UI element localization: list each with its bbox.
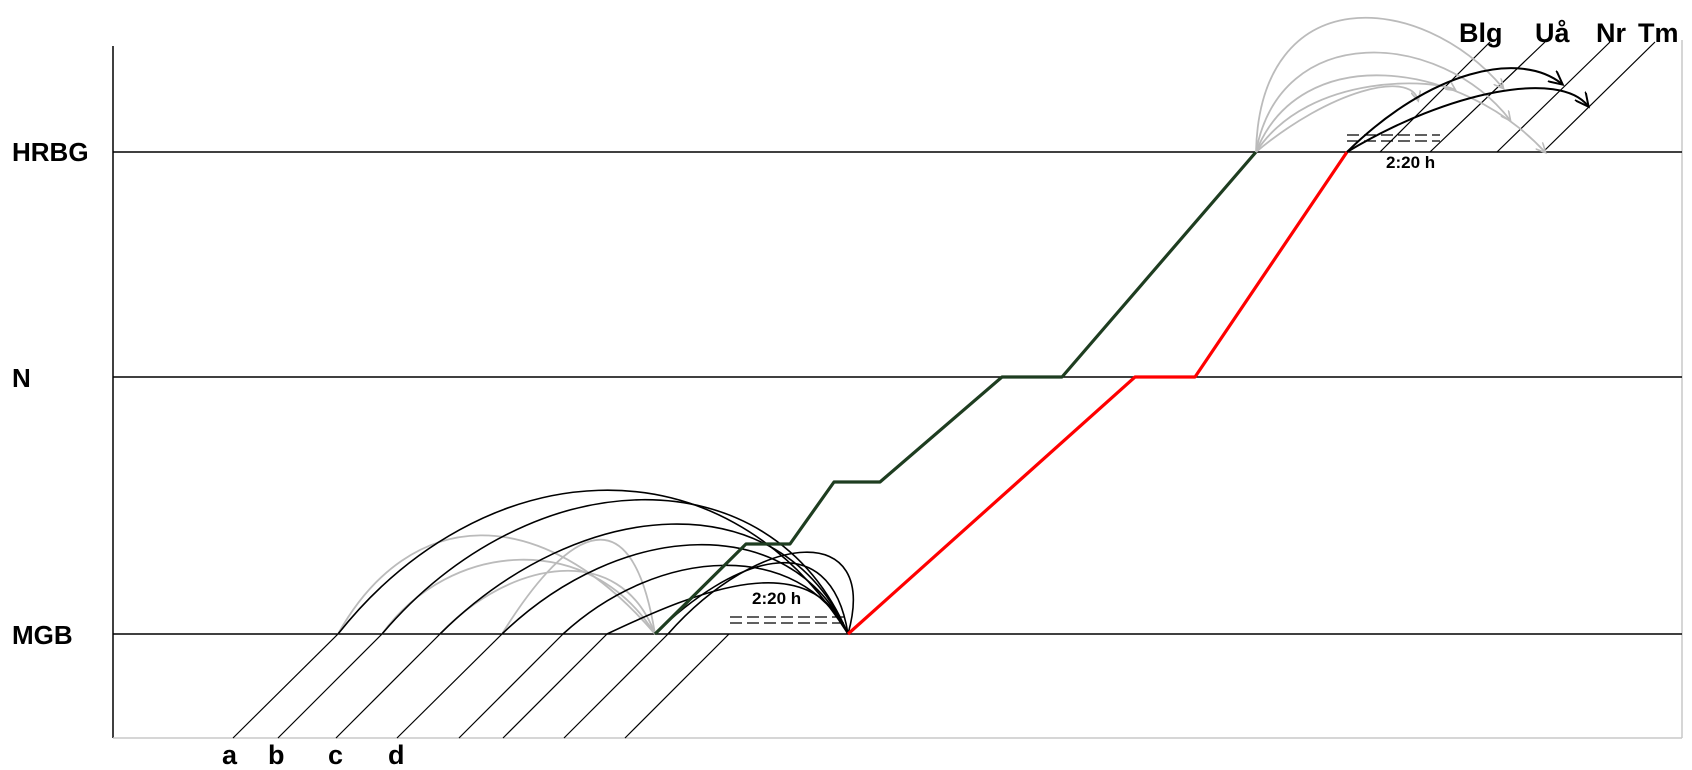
train-path-green xyxy=(653,150,1258,636)
connection-arc xyxy=(337,534,656,635)
feeder-line xyxy=(1496,41,1611,153)
black-arcs-hrbg xyxy=(1346,67,1588,153)
feeder-line xyxy=(232,633,339,739)
feeder-line xyxy=(1379,41,1491,153)
bottom-label-b: b xyxy=(268,740,285,770)
duration-label-mgb: 2:20 h xyxy=(752,589,802,608)
connection-arc xyxy=(654,562,849,635)
connection-arc xyxy=(439,570,656,635)
bottom-label-d: d xyxy=(388,740,405,770)
top-label-blg: Blg xyxy=(1459,18,1503,48)
feeder-line xyxy=(335,633,441,739)
station-label-n: N xyxy=(12,363,31,393)
connection-arc xyxy=(501,538,656,635)
top-label-tm: Tm xyxy=(1638,18,1679,48)
feeder-line xyxy=(458,633,564,739)
wait-marks-mgb xyxy=(730,616,848,624)
axes xyxy=(112,40,1683,739)
feeder-line xyxy=(624,633,730,739)
feeder-lines-bottom xyxy=(232,633,730,739)
connection-arc xyxy=(1255,51,1510,153)
connection-arc xyxy=(1346,87,1588,153)
connection-arc xyxy=(1255,83,1455,153)
connection-arc xyxy=(1346,67,1562,153)
station-label-hrbg: HRBG xyxy=(12,137,89,167)
gray-arcs-hrbg xyxy=(1255,16,1545,153)
feeder-line xyxy=(396,633,503,739)
station-lines xyxy=(113,151,1682,635)
connection-arc xyxy=(439,523,849,635)
train-path-red xyxy=(846,151,1349,636)
connection-arc xyxy=(381,498,849,635)
duration-label-hrbg: 2:20 h xyxy=(1386,153,1436,172)
connection-arc xyxy=(1255,74,1545,152)
bottom-label-c: c xyxy=(328,740,344,770)
connection-arc xyxy=(1255,16,1503,153)
connection-arc xyxy=(562,564,849,635)
connection-arc xyxy=(1255,85,1418,153)
feeder-line xyxy=(1542,41,1656,153)
connection-arc xyxy=(337,489,849,635)
gray-arcs-mgb xyxy=(337,534,656,635)
connection-arc xyxy=(606,582,849,635)
feeder-line xyxy=(563,633,669,739)
top-label-ua: Uå xyxy=(1535,18,1570,48)
black-arcs-mgb xyxy=(337,489,855,635)
connection-arc xyxy=(501,543,849,635)
station-label-mgb: MGB xyxy=(12,620,73,650)
feeder-line xyxy=(502,633,608,739)
top-label-nr: Nr xyxy=(1596,18,1627,48)
feeder-line xyxy=(277,633,383,739)
bottom-label-a: a xyxy=(222,740,238,770)
connection-arc xyxy=(667,551,855,635)
wait-marks-hrbg xyxy=(1347,134,1440,142)
